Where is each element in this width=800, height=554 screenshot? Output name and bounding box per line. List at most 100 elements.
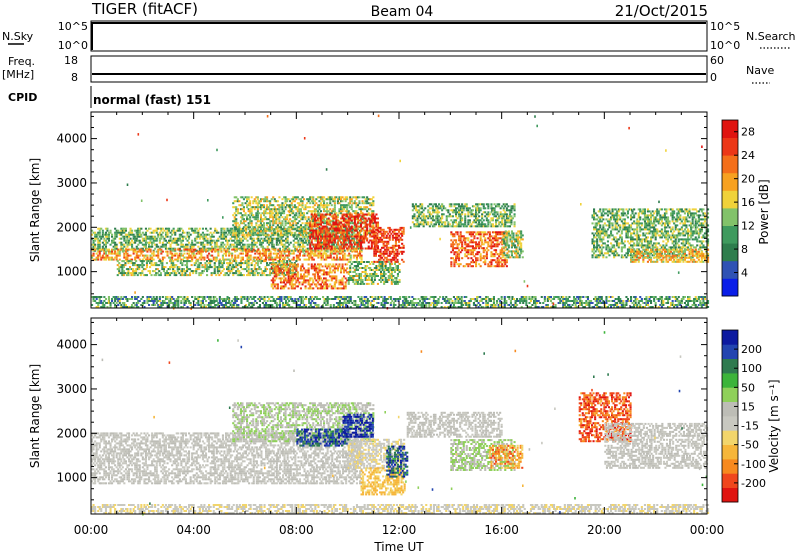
power-cell: [260, 214, 262, 216]
power-cell: [140, 249, 142, 251]
power-cell: [202, 300, 204, 302]
power-cell: [408, 296, 410, 298]
power-cell: [106, 242, 108, 244]
power-cell: [305, 281, 307, 283]
power-cell: [303, 277, 305, 279]
power-cell: [207, 255, 209, 257]
power-cell: [281, 208, 283, 210]
power-cell: [280, 214, 282, 216]
power-cell: [228, 274, 230, 276]
power-cell: [355, 206, 357, 208]
power-cell: [308, 281, 310, 283]
power-cell: [187, 246, 189, 248]
power-cell: [335, 196, 337, 198]
power-cell: [156, 298, 158, 300]
power-cell: [188, 236, 190, 238]
power-cell: [326, 208, 328, 210]
power-cell: [605, 302, 607, 304]
power-cell: [157, 255, 159, 257]
power-cell: [203, 244, 205, 246]
power-cell: [227, 234, 229, 236]
power-cell: [254, 264, 256, 266]
power-cell: [113, 302, 115, 304]
power-cell: [704, 296, 706, 298]
power-cell: [407, 300, 409, 302]
power-cell: [254, 274, 256, 276]
power-cell: [241, 230, 243, 232]
power-cell: [211, 274, 213, 276]
power-cell: [318, 267, 320, 269]
power-cell: [251, 196, 253, 198]
power-cell: [490, 300, 492, 302]
power-cell: [198, 266, 200, 268]
power-cell: [262, 242, 264, 244]
power-cell: [170, 232, 172, 234]
power-cell: [215, 274, 217, 276]
power-cell: [281, 267, 283, 269]
power-cell: [180, 242, 182, 244]
power-cell: [346, 196, 348, 198]
power-cell: [277, 265, 279, 267]
power-cell: [145, 234, 147, 236]
power-cell: [208, 253, 210, 255]
power-cell: [228, 251, 230, 253]
power-cell: [113, 259, 115, 261]
power-cell: [309, 238, 311, 240]
power-cell: [241, 234, 243, 236]
power-cell: [345, 200, 347, 202]
power-cell: [251, 220, 253, 222]
power-cell: [114, 304, 116, 306]
power-cell: [241, 202, 243, 204]
power-cell: [131, 244, 133, 246]
power-cell: [345, 285, 347, 287]
power-cell: [587, 298, 589, 300]
power-cell: [118, 270, 120, 272]
power-cell: [153, 232, 155, 234]
power-cell: [647, 302, 649, 304]
power-cell: [183, 236, 185, 238]
power-cell: [304, 253, 306, 255]
power-cell: [210, 298, 212, 300]
power-cell: [276, 242, 278, 244]
power-cell: [259, 240, 261, 242]
power-cell: [318, 279, 320, 281]
power-cell: [248, 228, 250, 230]
power-cell: [280, 298, 282, 300]
power-cell: [248, 304, 250, 306]
power-cell: [377, 302, 379, 304]
power-cell: [448, 300, 450, 302]
power-cell: [127, 268, 129, 270]
power-cell: [235, 266, 237, 268]
power-cell: [229, 264, 231, 266]
power-cell: [208, 249, 210, 251]
power-cell: [229, 272, 231, 274]
power-cell: [317, 210, 319, 212]
power-cell: [248, 249, 250, 251]
power-cell: [217, 232, 219, 234]
power-cell: [241, 196, 243, 198]
power-cell: [248, 268, 250, 270]
power-cell: [676, 298, 678, 300]
power-cell: [252, 270, 254, 272]
power-cell: [372, 196, 374, 198]
power-cell: [236, 238, 238, 240]
power-cell: [300, 238, 302, 240]
power-cell: [305, 208, 307, 210]
power-cell: [214, 272, 216, 274]
power-cell: [245, 214, 247, 216]
power-cell: [274, 206, 276, 208]
power-cell: [143, 257, 145, 259]
power-cell: [99, 234, 101, 236]
power-cell: [295, 198, 297, 200]
power-cell: [254, 208, 256, 210]
power-cell: [323, 200, 325, 202]
power-cell: [274, 249, 276, 251]
power-cell: [312, 196, 314, 198]
power-cell: [187, 234, 189, 236]
power-cell: [254, 226, 256, 228]
power-cell: [411, 296, 413, 298]
power-cell: [190, 234, 192, 236]
power-cell: [140, 274, 142, 276]
power-cell: [203, 259, 205, 261]
power-cell: [241, 216, 243, 218]
